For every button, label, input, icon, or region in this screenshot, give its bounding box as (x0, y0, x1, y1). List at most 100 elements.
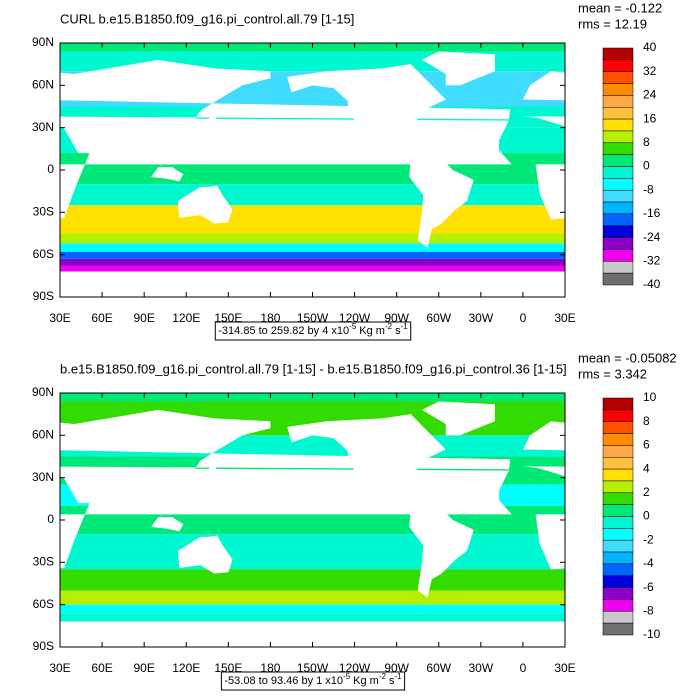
colorbar-box (602, 421, 634, 434)
colorbar-label: -8 (643, 603, 654, 617)
colorbar-box (602, 189, 634, 203)
colorbar-box (602, 83, 634, 96)
ocean-band (60, 233, 565, 244)
lat-label: 60N (32, 428, 54, 442)
land (60, 117, 512, 219)
lon-label: 0 (520, 661, 527, 675)
land (522, 71, 565, 127)
land (60, 59, 511, 169)
lat-label: 90S (33, 639, 54, 653)
colorbar-box (602, 130, 634, 144)
colorbar-label: -16 (643, 206, 661, 220)
colorbar-label: 24 (643, 88, 657, 102)
colorbar-label: -8 (643, 182, 654, 196)
colorbar-box (602, 47, 634, 61)
lon-label: 30W (468, 661, 493, 675)
colorbar-label: 10 (643, 390, 657, 404)
colorbar-label: 6 (643, 438, 650, 452)
colorbar-box (602, 59, 634, 72)
range-text: -53.08 to 93.46 by 1 x10 (224, 675, 343, 687)
colorbar-box (602, 575, 634, 588)
ocean-band (60, 205, 565, 234)
range-exponent: -5 (343, 672, 351, 681)
ocean-band (60, 243, 565, 252)
colorbar-box (602, 154, 634, 167)
colorbar-label: 8 (643, 135, 650, 149)
land (0, 468, 7, 570)
colorbar-box (602, 201, 634, 215)
colorbar-label: -32 (643, 253, 661, 267)
lon-label: 30W (468, 311, 493, 325)
colorbar-box (602, 272, 634, 286)
ocean-band (60, 590, 565, 605)
land (287, 414, 446, 509)
colorbar-label: -24 (643, 230, 661, 244)
colorbar-label: -4 (643, 556, 654, 570)
land (151, 517, 184, 532)
range-exponent: -5 (349, 322, 357, 331)
colorbar-box (602, 551, 634, 565)
range-exponent: -2 (379, 672, 387, 681)
land (0, 60, 5, 169)
colorbar-box (602, 261, 634, 274)
mean-label: mean = -0.05082 (578, 350, 677, 365)
land (421, 401, 495, 436)
lat-label: 90N (32, 385, 54, 399)
range-exponent: -1 (394, 672, 402, 681)
colorbar-box (602, 237, 634, 250)
range-box (214, 321, 412, 341)
ocean-band (60, 251, 565, 259)
colorbar-box (602, 516, 634, 529)
range-text: s (395, 325, 401, 337)
land (683, 536, 700, 574)
lon-label: 30E (554, 661, 575, 675)
colorbar-label: 0 (643, 159, 650, 173)
panel-title: b.e15.B1850.f09_g16.pi_control.all.79 [1… (60, 361, 567, 376)
colorbar-box (602, 457, 634, 470)
lon-label: 60E (91, 661, 112, 675)
lat-label: 0 (47, 162, 54, 176)
ocean-band (60, 604, 565, 614)
land (0, 118, 7, 220)
lat-label: 30N (32, 470, 54, 484)
colorbar-label: -10 (643, 627, 661, 641)
land (421, 51, 495, 86)
colorbar-box (602, 249, 634, 262)
lat-label: 90N (32, 35, 54, 49)
colorbar-box (602, 178, 634, 191)
colorbar-label: 2 (643, 485, 650, 499)
lat-label: 60S (33, 247, 54, 261)
rms-label: rms = 3.342 (578, 366, 647, 381)
mean-label: mean = -0.122 (578, 0, 662, 15)
colorbar-box (602, 468, 634, 482)
lon-label: 60W (426, 661, 451, 675)
land (535, 117, 565, 220)
colorbar-box (602, 213, 634, 226)
map (0, 393, 700, 647)
range-exponent: -2 (385, 322, 393, 331)
colorbar-box (602, 528, 634, 541)
land (656, 517, 688, 531)
colorbar-box (602, 504, 634, 517)
land (177, 535, 233, 574)
panel-title: CURL b.e15.B1850.f09_g16.pi_control.all.… (60, 11, 354, 26)
colorbar-box (602, 480, 634, 494)
land (409, 505, 474, 598)
colorbar-box (602, 95, 634, 108)
colorbar-label: 4 (643, 461, 650, 475)
lon-label: 30E (49, 311, 70, 325)
map (0, 43, 565, 297)
colorbar-label: -2 (643, 532, 654, 546)
colorbar-box (602, 539, 634, 553)
lat-label: 0 (47, 512, 54, 526)
range-text: s (389, 675, 395, 687)
lon-label: 120E (172, 661, 200, 675)
ocean-band (60, 258, 565, 266)
ocean-band (60, 613, 565, 622)
colorbar-box (602, 433, 634, 446)
land (522, 421, 565, 477)
colorbar-box (602, 599, 634, 612)
lon-label: 120E (172, 311, 200, 325)
colorbar-box (602, 492, 634, 505)
